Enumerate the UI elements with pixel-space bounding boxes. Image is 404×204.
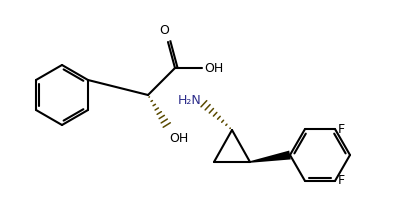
Polygon shape <box>250 151 291 163</box>
Text: O: O <box>159 24 169 37</box>
Text: F: F <box>338 123 345 135</box>
Text: OH: OH <box>204 61 223 74</box>
Text: H₂N: H₂N <box>178 93 202 106</box>
Text: F: F <box>338 174 345 187</box>
Text: OH: OH <box>169 132 188 145</box>
